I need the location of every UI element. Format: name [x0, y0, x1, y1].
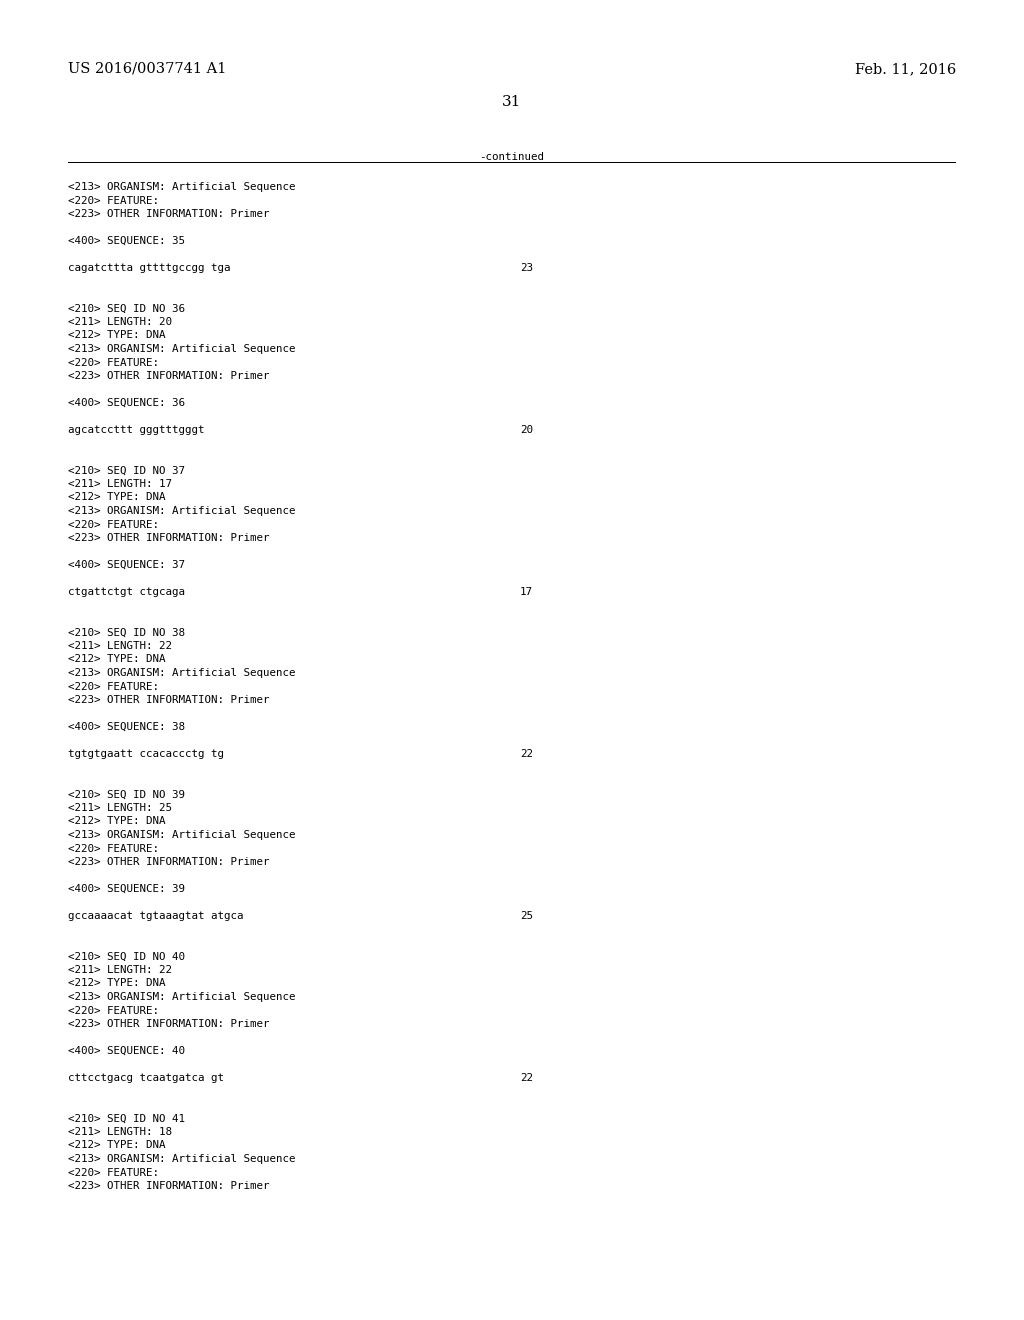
Text: <210> SEQ ID NO 40: <210> SEQ ID NO 40 [68, 952, 185, 961]
Text: <210> SEQ ID NO 37: <210> SEQ ID NO 37 [68, 466, 185, 475]
Text: <400> SEQUENCE: 37: <400> SEQUENCE: 37 [68, 560, 185, 570]
Text: 22: 22 [520, 748, 534, 759]
Text: <213> ORGANISM: Artificial Sequence: <213> ORGANISM: Artificial Sequence [68, 668, 296, 678]
Text: US 2016/0037741 A1: US 2016/0037741 A1 [68, 62, 226, 77]
Text: <223> OTHER INFORMATION: Primer: <223> OTHER INFORMATION: Primer [68, 533, 269, 543]
Text: <211> LENGTH: 20: <211> LENGTH: 20 [68, 317, 172, 327]
Text: 25: 25 [520, 911, 534, 921]
Text: <210> SEQ ID NO 36: <210> SEQ ID NO 36 [68, 304, 185, 314]
Text: <212> TYPE: DNA: <212> TYPE: DNA [68, 655, 166, 664]
Text: tgtgtgaatt ccacaccctg tg: tgtgtgaatt ccacaccctg tg [68, 748, 224, 759]
Text: -continued: -continued [479, 152, 545, 162]
Text: 20: 20 [520, 425, 534, 436]
Text: Feb. 11, 2016: Feb. 11, 2016 [855, 62, 956, 77]
Text: <210> SEQ ID NO 41: <210> SEQ ID NO 41 [68, 1114, 185, 1123]
Text: <223> OTHER INFORMATION: Primer: <223> OTHER INFORMATION: Primer [68, 696, 269, 705]
Text: <210> SEQ ID NO 39: <210> SEQ ID NO 39 [68, 789, 185, 800]
Text: <220> FEATURE:: <220> FEATURE: [68, 358, 159, 367]
Text: <223> OTHER INFORMATION: Primer: <223> OTHER INFORMATION: Primer [68, 209, 269, 219]
Text: <220> FEATURE:: <220> FEATURE: [68, 843, 159, 854]
Text: cttcctgacg tcaatgatca gt: cttcctgacg tcaatgatca gt [68, 1073, 224, 1082]
Text: <400> SEQUENCE: 38: <400> SEQUENCE: 38 [68, 722, 185, 733]
Text: <213> ORGANISM: Artificial Sequence: <213> ORGANISM: Artificial Sequence [68, 506, 296, 516]
Text: <210> SEQ ID NO 38: <210> SEQ ID NO 38 [68, 627, 185, 638]
Text: <220> FEATURE:: <220> FEATURE: [68, 681, 159, 692]
Text: <223> OTHER INFORMATION: Primer: <223> OTHER INFORMATION: Primer [68, 857, 269, 867]
Text: <223> OTHER INFORMATION: Primer: <223> OTHER INFORMATION: Primer [68, 1181, 269, 1191]
Text: ctgattctgt ctgcaga: ctgattctgt ctgcaga [68, 587, 185, 597]
Text: <400> SEQUENCE: 40: <400> SEQUENCE: 40 [68, 1045, 185, 1056]
Text: <220> FEATURE:: <220> FEATURE: [68, 195, 159, 206]
Text: <223> OTHER INFORMATION: Primer: <223> OTHER INFORMATION: Primer [68, 371, 269, 381]
Text: <212> TYPE: DNA: <212> TYPE: DNA [68, 1140, 166, 1151]
Text: <223> OTHER INFORMATION: Primer: <223> OTHER INFORMATION: Primer [68, 1019, 269, 1030]
Text: agcatccttt gggtttgggt: agcatccttt gggtttgggt [68, 425, 205, 436]
Text: 23: 23 [520, 263, 534, 273]
Text: <400> SEQUENCE: 36: <400> SEQUENCE: 36 [68, 399, 185, 408]
Text: 17: 17 [520, 587, 534, 597]
Text: <213> ORGANISM: Artificial Sequence: <213> ORGANISM: Artificial Sequence [68, 345, 296, 354]
Text: 22: 22 [520, 1073, 534, 1082]
Text: <212> TYPE: DNA: <212> TYPE: DNA [68, 978, 166, 989]
Text: <400> SEQUENCE: 39: <400> SEQUENCE: 39 [68, 884, 185, 894]
Text: <211> LENGTH: 22: <211> LENGTH: 22 [68, 965, 172, 975]
Text: <220> FEATURE:: <220> FEATURE: [68, 1006, 159, 1015]
Text: <400> SEQUENCE: 35: <400> SEQUENCE: 35 [68, 236, 185, 246]
Text: <211> LENGTH: 17: <211> LENGTH: 17 [68, 479, 172, 488]
Text: cagatcttta gttttgccgg tga: cagatcttta gttttgccgg tga [68, 263, 230, 273]
Text: <212> TYPE: DNA: <212> TYPE: DNA [68, 330, 166, 341]
Text: <220> FEATURE:: <220> FEATURE: [68, 1167, 159, 1177]
Text: <212> TYPE: DNA: <212> TYPE: DNA [68, 817, 166, 826]
Text: <213> ORGANISM: Artificial Sequence: <213> ORGANISM: Artificial Sequence [68, 830, 296, 840]
Text: <213> ORGANISM: Artificial Sequence: <213> ORGANISM: Artificial Sequence [68, 182, 296, 191]
Text: 31: 31 [503, 95, 521, 110]
Text: <213> ORGANISM: Artificial Sequence: <213> ORGANISM: Artificial Sequence [68, 1154, 296, 1164]
Text: <213> ORGANISM: Artificial Sequence: <213> ORGANISM: Artificial Sequence [68, 993, 296, 1002]
Text: <212> TYPE: DNA: <212> TYPE: DNA [68, 492, 166, 503]
Text: gccaaaacat tgtaaagtat atgca: gccaaaacat tgtaaagtat atgca [68, 911, 244, 921]
Text: <211> LENGTH: 25: <211> LENGTH: 25 [68, 803, 172, 813]
Text: <211> LENGTH: 18: <211> LENGTH: 18 [68, 1127, 172, 1137]
Text: <211> LENGTH: 22: <211> LENGTH: 22 [68, 642, 172, 651]
Text: <220> FEATURE:: <220> FEATURE: [68, 520, 159, 529]
